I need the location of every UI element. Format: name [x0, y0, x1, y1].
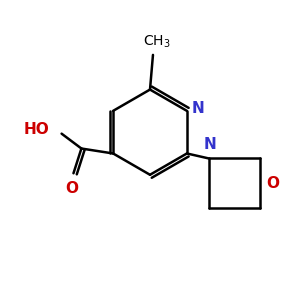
Text: O: O: [266, 176, 279, 191]
Text: HO: HO: [24, 122, 50, 137]
Text: N: N: [203, 137, 216, 152]
Text: CH$_3$: CH$_3$: [143, 34, 171, 50]
Text: O: O: [65, 181, 78, 196]
Text: N: N: [192, 101, 205, 116]
